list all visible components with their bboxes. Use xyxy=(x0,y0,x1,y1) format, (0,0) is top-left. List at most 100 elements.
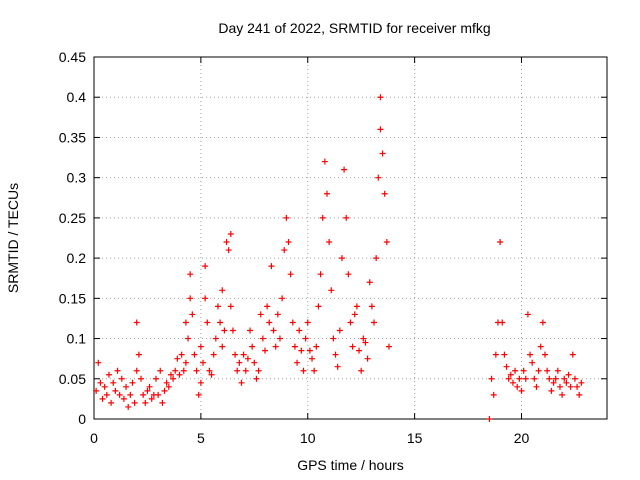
data-point xyxy=(221,327,228,334)
data-point xyxy=(548,387,555,394)
data-point xyxy=(255,367,262,374)
data-point xyxy=(309,355,316,362)
data-point xyxy=(191,351,198,358)
data-point xyxy=(574,383,581,390)
data-point xyxy=(507,371,514,378)
data-point xyxy=(182,359,189,366)
data-point xyxy=(385,343,392,350)
data-point xyxy=(163,379,170,386)
data-point xyxy=(368,303,375,310)
data-point xyxy=(176,371,183,378)
plot-frame xyxy=(93,56,608,420)
data-point xyxy=(249,343,256,350)
data-point xyxy=(381,190,388,197)
data-point xyxy=(195,391,202,398)
data-point xyxy=(114,367,121,374)
data-point xyxy=(264,303,271,310)
data-point xyxy=(229,327,236,334)
data-point xyxy=(341,166,348,173)
x-axis: 0 5 10 15 20 xyxy=(90,57,529,446)
data-point xyxy=(531,375,538,382)
data-point xyxy=(161,387,168,394)
data-point xyxy=(356,347,363,354)
data-point xyxy=(501,351,508,358)
data-point xyxy=(187,271,194,278)
data-point xyxy=(251,359,258,366)
data-point xyxy=(217,319,224,326)
data-point xyxy=(266,319,273,326)
data-point xyxy=(518,387,525,394)
data-point xyxy=(97,379,104,386)
data-point xyxy=(140,391,147,398)
data-point xyxy=(371,319,378,326)
x-tick-label: 0 xyxy=(90,430,98,446)
data-point xyxy=(509,379,516,386)
data-point xyxy=(338,255,345,262)
data-point xyxy=(112,387,119,394)
data-point xyxy=(157,367,164,374)
data-point xyxy=(578,379,585,386)
data-point xyxy=(232,351,239,358)
x-tick-label: 20 xyxy=(514,430,530,446)
data-point xyxy=(257,311,264,318)
x-axis-label: GPS time / hours xyxy=(297,457,404,473)
data-point xyxy=(364,355,371,362)
data-point xyxy=(336,327,343,334)
data-point xyxy=(360,335,367,342)
y-tick-label: 0.3 xyxy=(67,170,87,186)
data-points xyxy=(93,94,585,422)
data-point xyxy=(377,126,384,133)
data-point xyxy=(118,375,125,382)
data-point xyxy=(505,375,512,382)
data-point xyxy=(214,303,221,310)
data-point xyxy=(362,339,369,346)
data-point xyxy=(542,351,549,358)
data-point xyxy=(193,367,200,374)
data-point xyxy=(492,351,499,358)
data-point xyxy=(247,327,254,334)
data-point xyxy=(189,311,196,318)
data-point xyxy=(539,319,546,326)
data-point xyxy=(569,351,576,358)
data-point xyxy=(138,375,145,382)
data-point xyxy=(561,375,568,382)
data-point xyxy=(546,375,553,382)
y-axis: 0 0.05 0.1 0.15 0.2 0.25 0.3 0.35 0.4 0.45 xyxy=(59,49,607,427)
data-point xyxy=(272,343,279,350)
data-point xyxy=(227,303,234,310)
data-point xyxy=(317,271,324,278)
data-point xyxy=(315,303,322,310)
data-point xyxy=(108,399,115,406)
data-point xyxy=(304,319,311,326)
data-point xyxy=(135,351,142,358)
data-point xyxy=(223,239,230,246)
data-point xyxy=(172,367,179,374)
data-point xyxy=(281,247,288,254)
data-point xyxy=(503,363,510,370)
data-point xyxy=(571,375,578,382)
data-point xyxy=(319,214,326,221)
data-point xyxy=(152,375,159,382)
data-point xyxy=(142,399,149,406)
grid xyxy=(94,57,607,419)
data-point xyxy=(373,255,380,262)
data-point xyxy=(379,150,386,157)
data-point xyxy=(170,375,177,382)
data-point xyxy=(133,319,140,326)
data-point xyxy=(343,214,350,221)
data-point xyxy=(127,391,134,398)
data-point xyxy=(262,347,268,354)
data-point xyxy=(326,239,333,246)
data-point xyxy=(131,399,138,406)
data-point xyxy=(270,327,277,334)
data-point xyxy=(552,375,559,382)
data-point xyxy=(244,355,251,362)
data-point xyxy=(202,263,209,270)
data-point xyxy=(159,399,166,406)
data-point xyxy=(353,303,360,310)
y-tick-label: 0.05 xyxy=(59,371,86,387)
y-tick-label: 0.25 xyxy=(59,210,86,226)
data-point xyxy=(524,311,531,318)
data-point xyxy=(200,359,207,366)
chart-title: Day 241 of 2022, SRMTID for receiver mfk… xyxy=(218,20,490,36)
